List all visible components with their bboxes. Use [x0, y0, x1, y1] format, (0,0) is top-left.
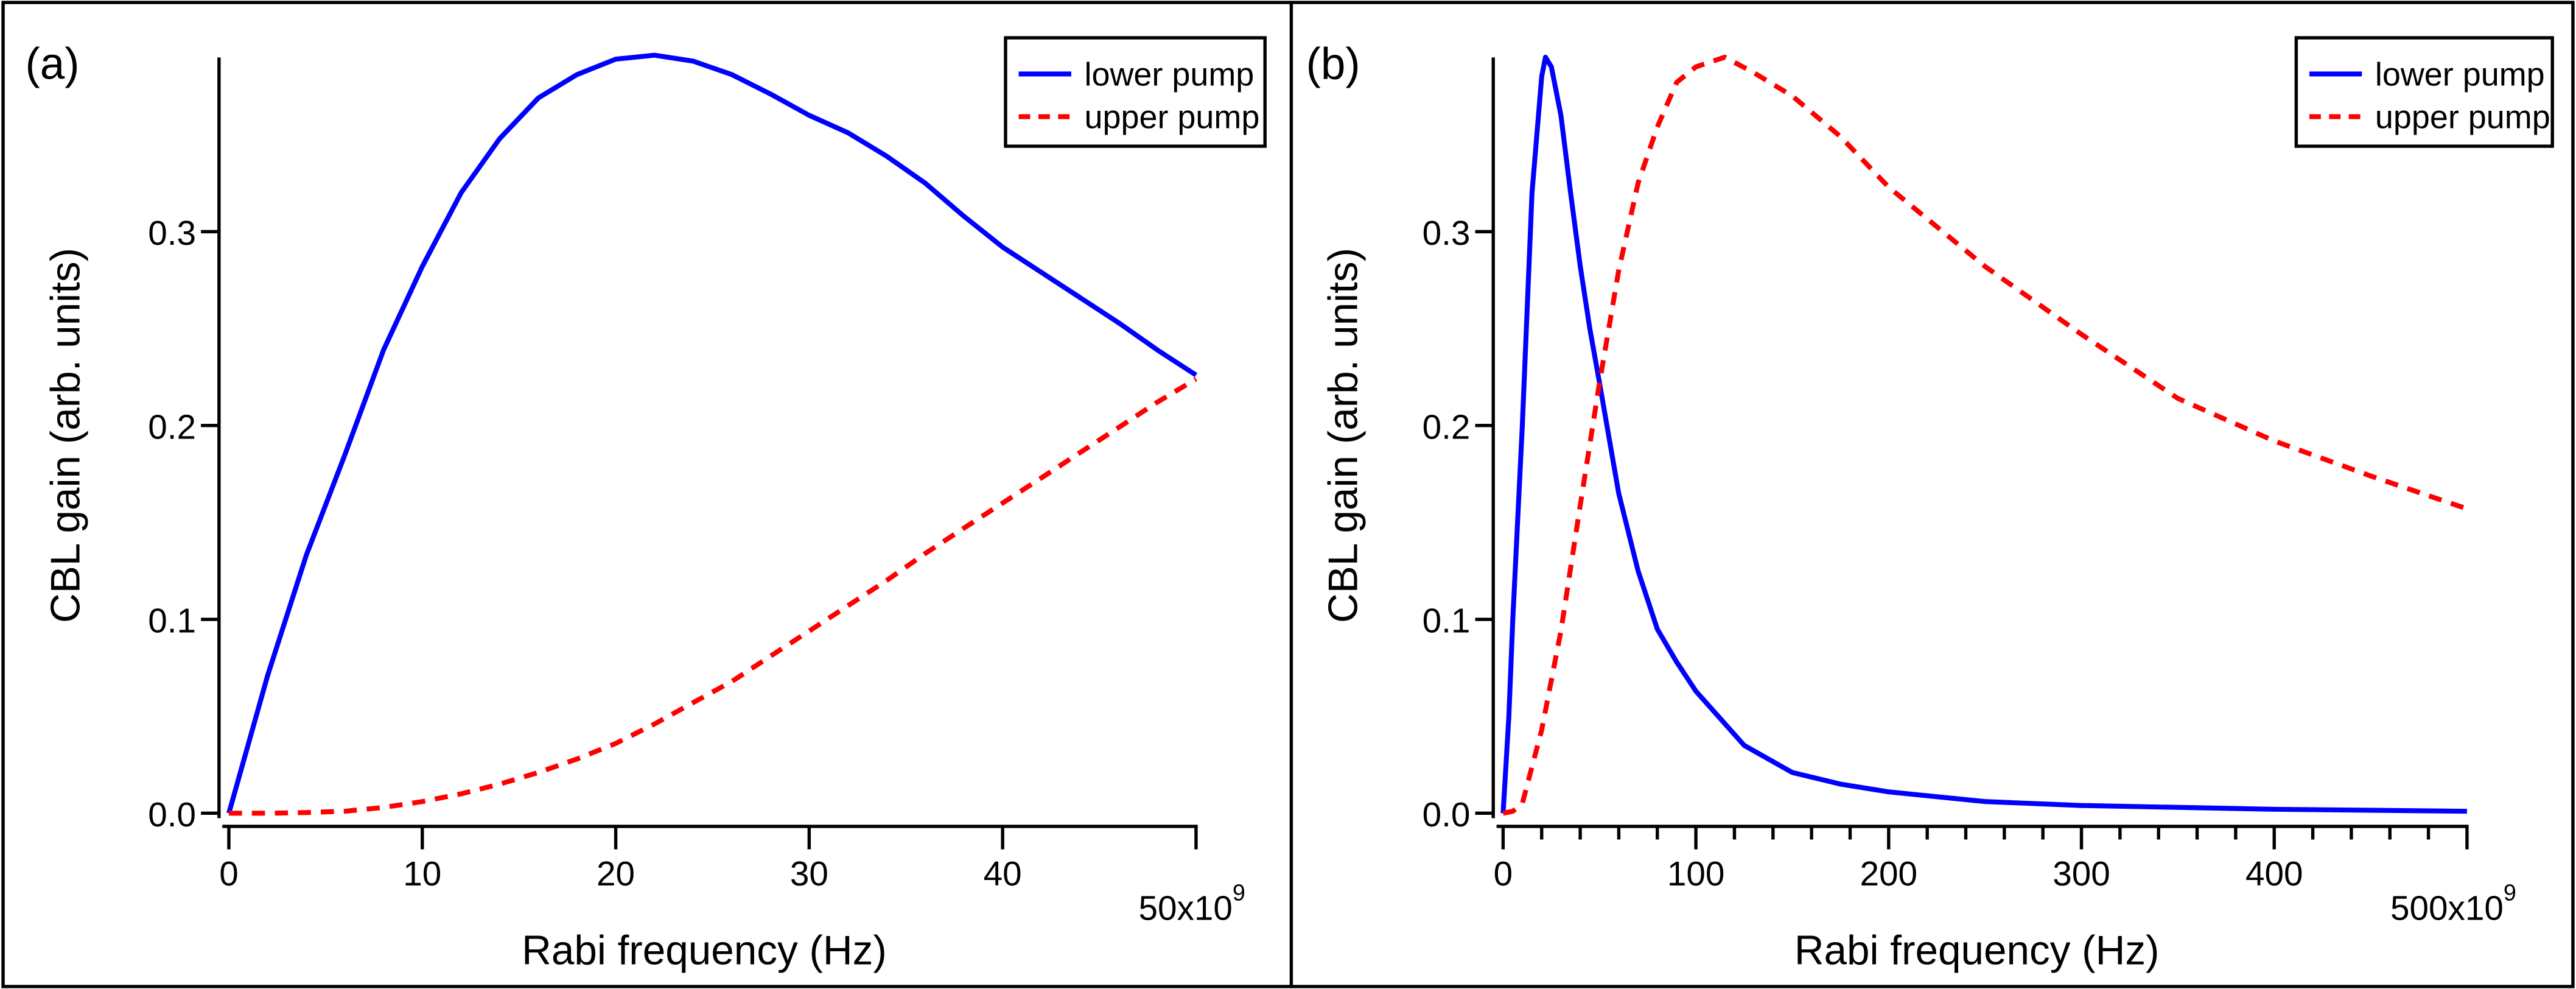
y-axis-label: CBL gain (arb. units)	[1320, 248, 1366, 623]
x-tick-label: 200	[1860, 855, 1918, 893]
x-tick-label: 300	[2053, 855, 2110, 893]
x-multiplier-exponent: 9	[1233, 880, 1245, 906]
legend-box	[2294, 36, 2554, 148]
x-tick-label: 0	[1494, 855, 1513, 893]
y-axis-label: CBL gain (arb. units)	[43, 248, 89, 623]
series-line-lower-pump	[1500, 54, 2467, 814]
series-line-lower-pump	[226, 52, 1198, 814]
x-multiplier-base: 500x10	[2390, 890, 2504, 928]
y-tick-label: 0.3	[1423, 214, 1471, 253]
panel-label: (a)	[25, 39, 79, 88]
y-tick-label: 0.2	[1423, 408, 1471, 446]
y-tick-label: 0.1	[148, 602, 196, 641]
y-tick-label: 0.0	[148, 796, 196, 834]
panel-b: (b) 0.0 0.1 0.2 0.3 0 100 200 300 400 500x109 Rabi …	[1306, 36, 2554, 974]
legend-box	[1004, 36, 1267, 148]
x-multiplier-label: 500x109	[2390, 880, 2516, 927]
x-tick-label: 0	[219, 855, 239, 893]
series-line-upper-pump	[228, 376, 1198, 816]
y-tick-label: 0.3	[148, 214, 196, 253]
legend-label: upper pump	[1084, 99, 1259, 135]
x-tick-label: 20	[597, 855, 635, 893]
x-tick-label: 10	[403, 855, 441, 893]
legend-label: lower pump	[1084, 56, 1254, 93]
x-multiplier-label: 50x109	[1139, 880, 1245, 927]
legend: lower pump upper pump	[1004, 36, 1267, 148]
x-tick-label: 100	[1667, 855, 1725, 893]
x-multiplier-base: 50x10	[1139, 890, 1233, 928]
legend-label: lower pump	[2375, 56, 2545, 93]
y-tick-label: 0.2	[148, 408, 196, 446]
x-tick-label: 30	[790, 855, 828, 893]
y-tick-label: 0.1	[1423, 602, 1471, 641]
x-tick-label: 400	[2245, 855, 2303, 893]
panel-a: (a) 0.0 0.1 0.2 0.3 0 10 20 30 40 50x109 Rabi frequ…	[25, 36, 1267, 974]
series-line-upper-pump	[1502, 54, 2468, 816]
legend-label: upper pump	[2375, 99, 2550, 135]
x-multiplier-exponent: 9	[2504, 880, 2516, 906]
legend: lower pump upper pump	[2294, 36, 2554, 148]
x-axis-label: Rabi frequency (Hz)	[1794, 928, 2160, 974]
x-tick-label: 40	[984, 855, 1022, 893]
y-tick-label: 0.0	[1423, 796, 1471, 834]
panel-label: (b)	[1306, 39, 1360, 88]
x-axis-label: Rabi frequency (Hz)	[522, 928, 887, 974]
